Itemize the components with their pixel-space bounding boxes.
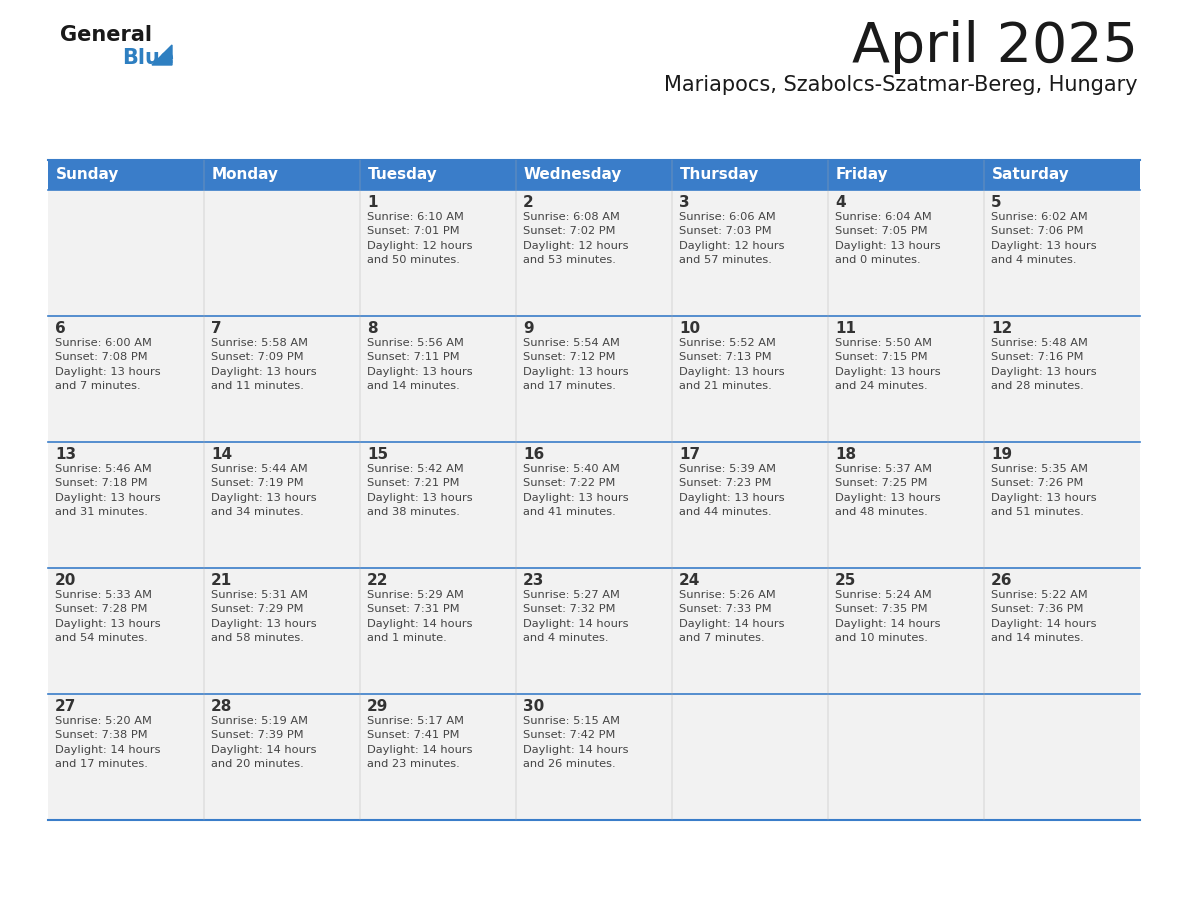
Text: Sunrise: 5:29 AM
Sunset: 7:31 PM
Daylight: 14 hours
and 1 minute.: Sunrise: 5:29 AM Sunset: 7:31 PM Dayligh… xyxy=(367,590,473,644)
Text: 2: 2 xyxy=(523,195,533,210)
Text: Sunrise: 5:24 AM
Sunset: 7:35 PM
Daylight: 14 hours
and 10 minutes.: Sunrise: 5:24 AM Sunset: 7:35 PM Dayligh… xyxy=(835,590,941,644)
Text: 24: 24 xyxy=(680,573,701,588)
Text: Sunrise: 5:17 AM
Sunset: 7:41 PM
Daylight: 14 hours
and 23 minutes.: Sunrise: 5:17 AM Sunset: 7:41 PM Dayligh… xyxy=(367,716,473,769)
Text: Sunrise: 5:56 AM
Sunset: 7:11 PM
Daylight: 13 hours
and 14 minutes.: Sunrise: 5:56 AM Sunset: 7:11 PM Dayligh… xyxy=(367,338,473,391)
Text: Sunday: Sunday xyxy=(56,167,119,183)
Text: 22: 22 xyxy=(367,573,388,588)
Text: 7: 7 xyxy=(211,321,222,336)
Text: Mariapocs, Szabolcs-Szatmar-Bereg, Hungary: Mariapocs, Szabolcs-Szatmar-Bereg, Hunga… xyxy=(664,75,1138,95)
Text: 9: 9 xyxy=(523,321,533,336)
Text: Sunrise: 5:50 AM
Sunset: 7:15 PM
Daylight: 13 hours
and 24 minutes.: Sunrise: 5:50 AM Sunset: 7:15 PM Dayligh… xyxy=(835,338,941,391)
Text: April 2025: April 2025 xyxy=(852,20,1138,74)
Text: Sunrise: 5:33 AM
Sunset: 7:28 PM
Daylight: 13 hours
and 54 minutes.: Sunrise: 5:33 AM Sunset: 7:28 PM Dayligh… xyxy=(55,590,160,644)
Text: General: General xyxy=(61,25,152,45)
Text: Sunrise: 6:00 AM
Sunset: 7:08 PM
Daylight: 13 hours
and 7 minutes.: Sunrise: 6:00 AM Sunset: 7:08 PM Dayligh… xyxy=(55,338,160,391)
Text: Sunrise: 5:22 AM
Sunset: 7:36 PM
Daylight: 14 hours
and 14 minutes.: Sunrise: 5:22 AM Sunset: 7:36 PM Dayligh… xyxy=(991,590,1097,644)
Text: Sunrise: 6:08 AM
Sunset: 7:02 PM
Daylight: 12 hours
and 53 minutes.: Sunrise: 6:08 AM Sunset: 7:02 PM Dayligh… xyxy=(523,212,628,265)
Text: 10: 10 xyxy=(680,321,700,336)
Text: Sunrise: 5:15 AM
Sunset: 7:42 PM
Daylight: 14 hours
and 26 minutes.: Sunrise: 5:15 AM Sunset: 7:42 PM Dayligh… xyxy=(523,716,628,769)
Text: 8: 8 xyxy=(367,321,378,336)
Text: 12: 12 xyxy=(991,321,1012,336)
Text: 30: 30 xyxy=(523,699,544,714)
Text: 4: 4 xyxy=(835,195,846,210)
Text: Sunrise: 5:20 AM
Sunset: 7:38 PM
Daylight: 14 hours
and 17 minutes.: Sunrise: 5:20 AM Sunset: 7:38 PM Dayligh… xyxy=(55,716,160,769)
Text: 20: 20 xyxy=(55,573,76,588)
Text: 29: 29 xyxy=(367,699,388,714)
Text: Tuesday: Tuesday xyxy=(368,167,437,183)
Text: Sunrise: 5:39 AM
Sunset: 7:23 PM
Daylight: 13 hours
and 44 minutes.: Sunrise: 5:39 AM Sunset: 7:23 PM Dayligh… xyxy=(680,464,784,517)
Text: 25: 25 xyxy=(835,573,857,588)
Text: 15: 15 xyxy=(367,447,388,462)
Text: Sunrise: 5:40 AM
Sunset: 7:22 PM
Daylight: 13 hours
and 41 minutes.: Sunrise: 5:40 AM Sunset: 7:22 PM Dayligh… xyxy=(523,464,628,517)
Text: Friday: Friday xyxy=(836,167,889,183)
Text: 14: 14 xyxy=(211,447,232,462)
Text: 23: 23 xyxy=(523,573,544,588)
Text: 13: 13 xyxy=(55,447,76,462)
Text: Sunrise: 5:35 AM
Sunset: 7:26 PM
Daylight: 13 hours
and 51 minutes.: Sunrise: 5:35 AM Sunset: 7:26 PM Dayligh… xyxy=(991,464,1097,517)
Text: Sunrise: 5:19 AM
Sunset: 7:39 PM
Daylight: 14 hours
and 20 minutes.: Sunrise: 5:19 AM Sunset: 7:39 PM Dayligh… xyxy=(211,716,316,769)
Text: 26: 26 xyxy=(991,573,1012,588)
Text: Blue: Blue xyxy=(122,48,175,68)
Text: Sunrise: 5:31 AM
Sunset: 7:29 PM
Daylight: 13 hours
and 58 minutes.: Sunrise: 5:31 AM Sunset: 7:29 PM Dayligh… xyxy=(211,590,317,644)
Text: Sunrise: 6:06 AM
Sunset: 7:03 PM
Daylight: 12 hours
and 57 minutes.: Sunrise: 6:06 AM Sunset: 7:03 PM Dayligh… xyxy=(680,212,784,265)
Bar xyxy=(48,160,1140,190)
Text: Sunrise: 6:04 AM
Sunset: 7:05 PM
Daylight: 13 hours
and 0 minutes.: Sunrise: 6:04 AM Sunset: 7:05 PM Dayligh… xyxy=(835,212,941,265)
Text: Monday: Monday xyxy=(211,167,279,183)
Text: 21: 21 xyxy=(211,573,232,588)
Bar xyxy=(48,442,1140,568)
Text: 17: 17 xyxy=(680,447,700,462)
Bar xyxy=(48,316,1140,442)
Text: Sunrise: 6:02 AM
Sunset: 7:06 PM
Daylight: 13 hours
and 4 minutes.: Sunrise: 6:02 AM Sunset: 7:06 PM Dayligh… xyxy=(991,212,1097,265)
Text: 5: 5 xyxy=(991,195,1001,210)
Polygon shape xyxy=(152,45,172,65)
Text: Sunrise: 5:54 AM
Sunset: 7:12 PM
Daylight: 13 hours
and 17 minutes.: Sunrise: 5:54 AM Sunset: 7:12 PM Dayligh… xyxy=(523,338,628,391)
Text: 28: 28 xyxy=(211,699,233,714)
Text: 19: 19 xyxy=(991,447,1012,462)
Text: Sunrise: 5:26 AM
Sunset: 7:33 PM
Daylight: 14 hours
and 7 minutes.: Sunrise: 5:26 AM Sunset: 7:33 PM Dayligh… xyxy=(680,590,784,644)
Text: 1: 1 xyxy=(367,195,378,210)
Text: Wednesday: Wednesday xyxy=(524,167,623,183)
Text: Sunrise: 5:37 AM
Sunset: 7:25 PM
Daylight: 13 hours
and 48 minutes.: Sunrise: 5:37 AM Sunset: 7:25 PM Dayligh… xyxy=(835,464,941,517)
Text: Sunrise: 5:44 AM
Sunset: 7:19 PM
Daylight: 13 hours
and 34 minutes.: Sunrise: 5:44 AM Sunset: 7:19 PM Dayligh… xyxy=(211,464,317,517)
Text: Sunrise: 5:42 AM
Sunset: 7:21 PM
Daylight: 13 hours
and 38 minutes.: Sunrise: 5:42 AM Sunset: 7:21 PM Dayligh… xyxy=(367,464,473,517)
Text: Sunrise: 5:52 AM
Sunset: 7:13 PM
Daylight: 13 hours
and 21 minutes.: Sunrise: 5:52 AM Sunset: 7:13 PM Dayligh… xyxy=(680,338,784,391)
Text: Sunrise: 5:48 AM
Sunset: 7:16 PM
Daylight: 13 hours
and 28 minutes.: Sunrise: 5:48 AM Sunset: 7:16 PM Dayligh… xyxy=(991,338,1097,391)
Text: 18: 18 xyxy=(835,447,857,462)
Text: Sunrise: 6:10 AM
Sunset: 7:01 PM
Daylight: 12 hours
and 50 minutes.: Sunrise: 6:10 AM Sunset: 7:01 PM Dayligh… xyxy=(367,212,473,265)
Text: Thursday: Thursday xyxy=(680,167,759,183)
Bar xyxy=(48,190,1140,316)
Text: Sunrise: 5:58 AM
Sunset: 7:09 PM
Daylight: 13 hours
and 11 minutes.: Sunrise: 5:58 AM Sunset: 7:09 PM Dayligh… xyxy=(211,338,317,391)
Bar xyxy=(48,694,1140,820)
Text: 11: 11 xyxy=(835,321,857,336)
Text: Sunrise: 5:46 AM
Sunset: 7:18 PM
Daylight: 13 hours
and 31 minutes.: Sunrise: 5:46 AM Sunset: 7:18 PM Dayligh… xyxy=(55,464,160,517)
Text: Saturday: Saturday xyxy=(992,167,1069,183)
Text: 16: 16 xyxy=(523,447,544,462)
Text: 27: 27 xyxy=(55,699,76,714)
Bar xyxy=(48,568,1140,694)
Text: 6: 6 xyxy=(55,321,65,336)
Text: Sunrise: 5:27 AM
Sunset: 7:32 PM
Daylight: 14 hours
and 4 minutes.: Sunrise: 5:27 AM Sunset: 7:32 PM Dayligh… xyxy=(523,590,628,644)
Text: 3: 3 xyxy=(680,195,689,210)
